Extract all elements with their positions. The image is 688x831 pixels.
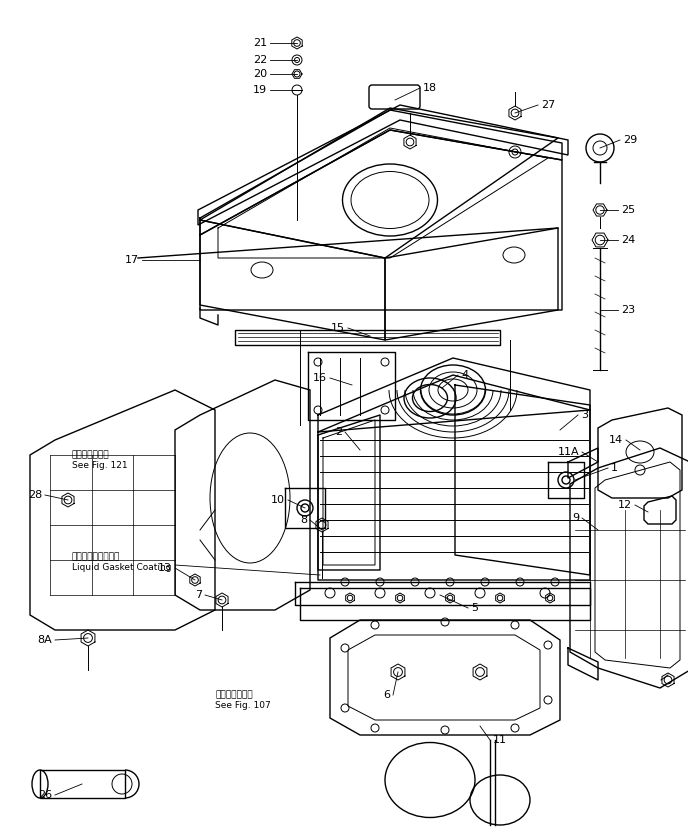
Text: 29: 29 — [623, 135, 637, 145]
Text: 24: 24 — [621, 235, 635, 245]
Text: 液状ガスケット塗布
Liquid Gasket Coating: 液状ガスケット塗布 Liquid Gasket Coating — [72, 553, 171, 572]
Text: 4: 4 — [461, 370, 468, 380]
Text: 27: 27 — [541, 100, 555, 110]
Text: 19: 19 — [253, 85, 267, 95]
Text: 8A: 8A — [37, 635, 52, 645]
Text: 2: 2 — [335, 427, 342, 437]
Text: 7: 7 — [195, 590, 202, 600]
Text: 5: 5 — [471, 603, 478, 613]
Text: 23: 23 — [621, 305, 635, 315]
Text: 22: 22 — [252, 55, 267, 65]
Text: 図１０７図参照
See Fig. 107: 図１０７図参照 See Fig. 107 — [215, 691, 271, 710]
Text: 21: 21 — [253, 38, 267, 48]
Text: 3: 3 — [581, 410, 588, 420]
Text: 図１２１図参照
See Fig. 121: 図１２１図参照 See Fig. 121 — [72, 450, 128, 470]
Text: 10: 10 — [271, 495, 285, 505]
Text: 15: 15 — [331, 323, 345, 333]
Text: 20: 20 — [253, 69, 267, 79]
Text: 16: 16 — [313, 373, 327, 383]
Text: 18: 18 — [423, 83, 437, 93]
Text: 26: 26 — [38, 790, 52, 800]
Text: 28: 28 — [28, 490, 42, 500]
Text: 8: 8 — [300, 515, 307, 525]
Text: 25: 25 — [621, 205, 635, 215]
Text: 12: 12 — [618, 500, 632, 510]
Text: 14: 14 — [609, 435, 623, 445]
Text: 11A: 11A — [557, 447, 579, 457]
Text: 11: 11 — [493, 735, 507, 745]
Text: 17: 17 — [125, 255, 139, 265]
Text: 6: 6 — [383, 690, 390, 700]
Text: 1: 1 — [611, 463, 618, 473]
Text: 9: 9 — [572, 513, 579, 523]
Text: 13: 13 — [158, 563, 172, 573]
